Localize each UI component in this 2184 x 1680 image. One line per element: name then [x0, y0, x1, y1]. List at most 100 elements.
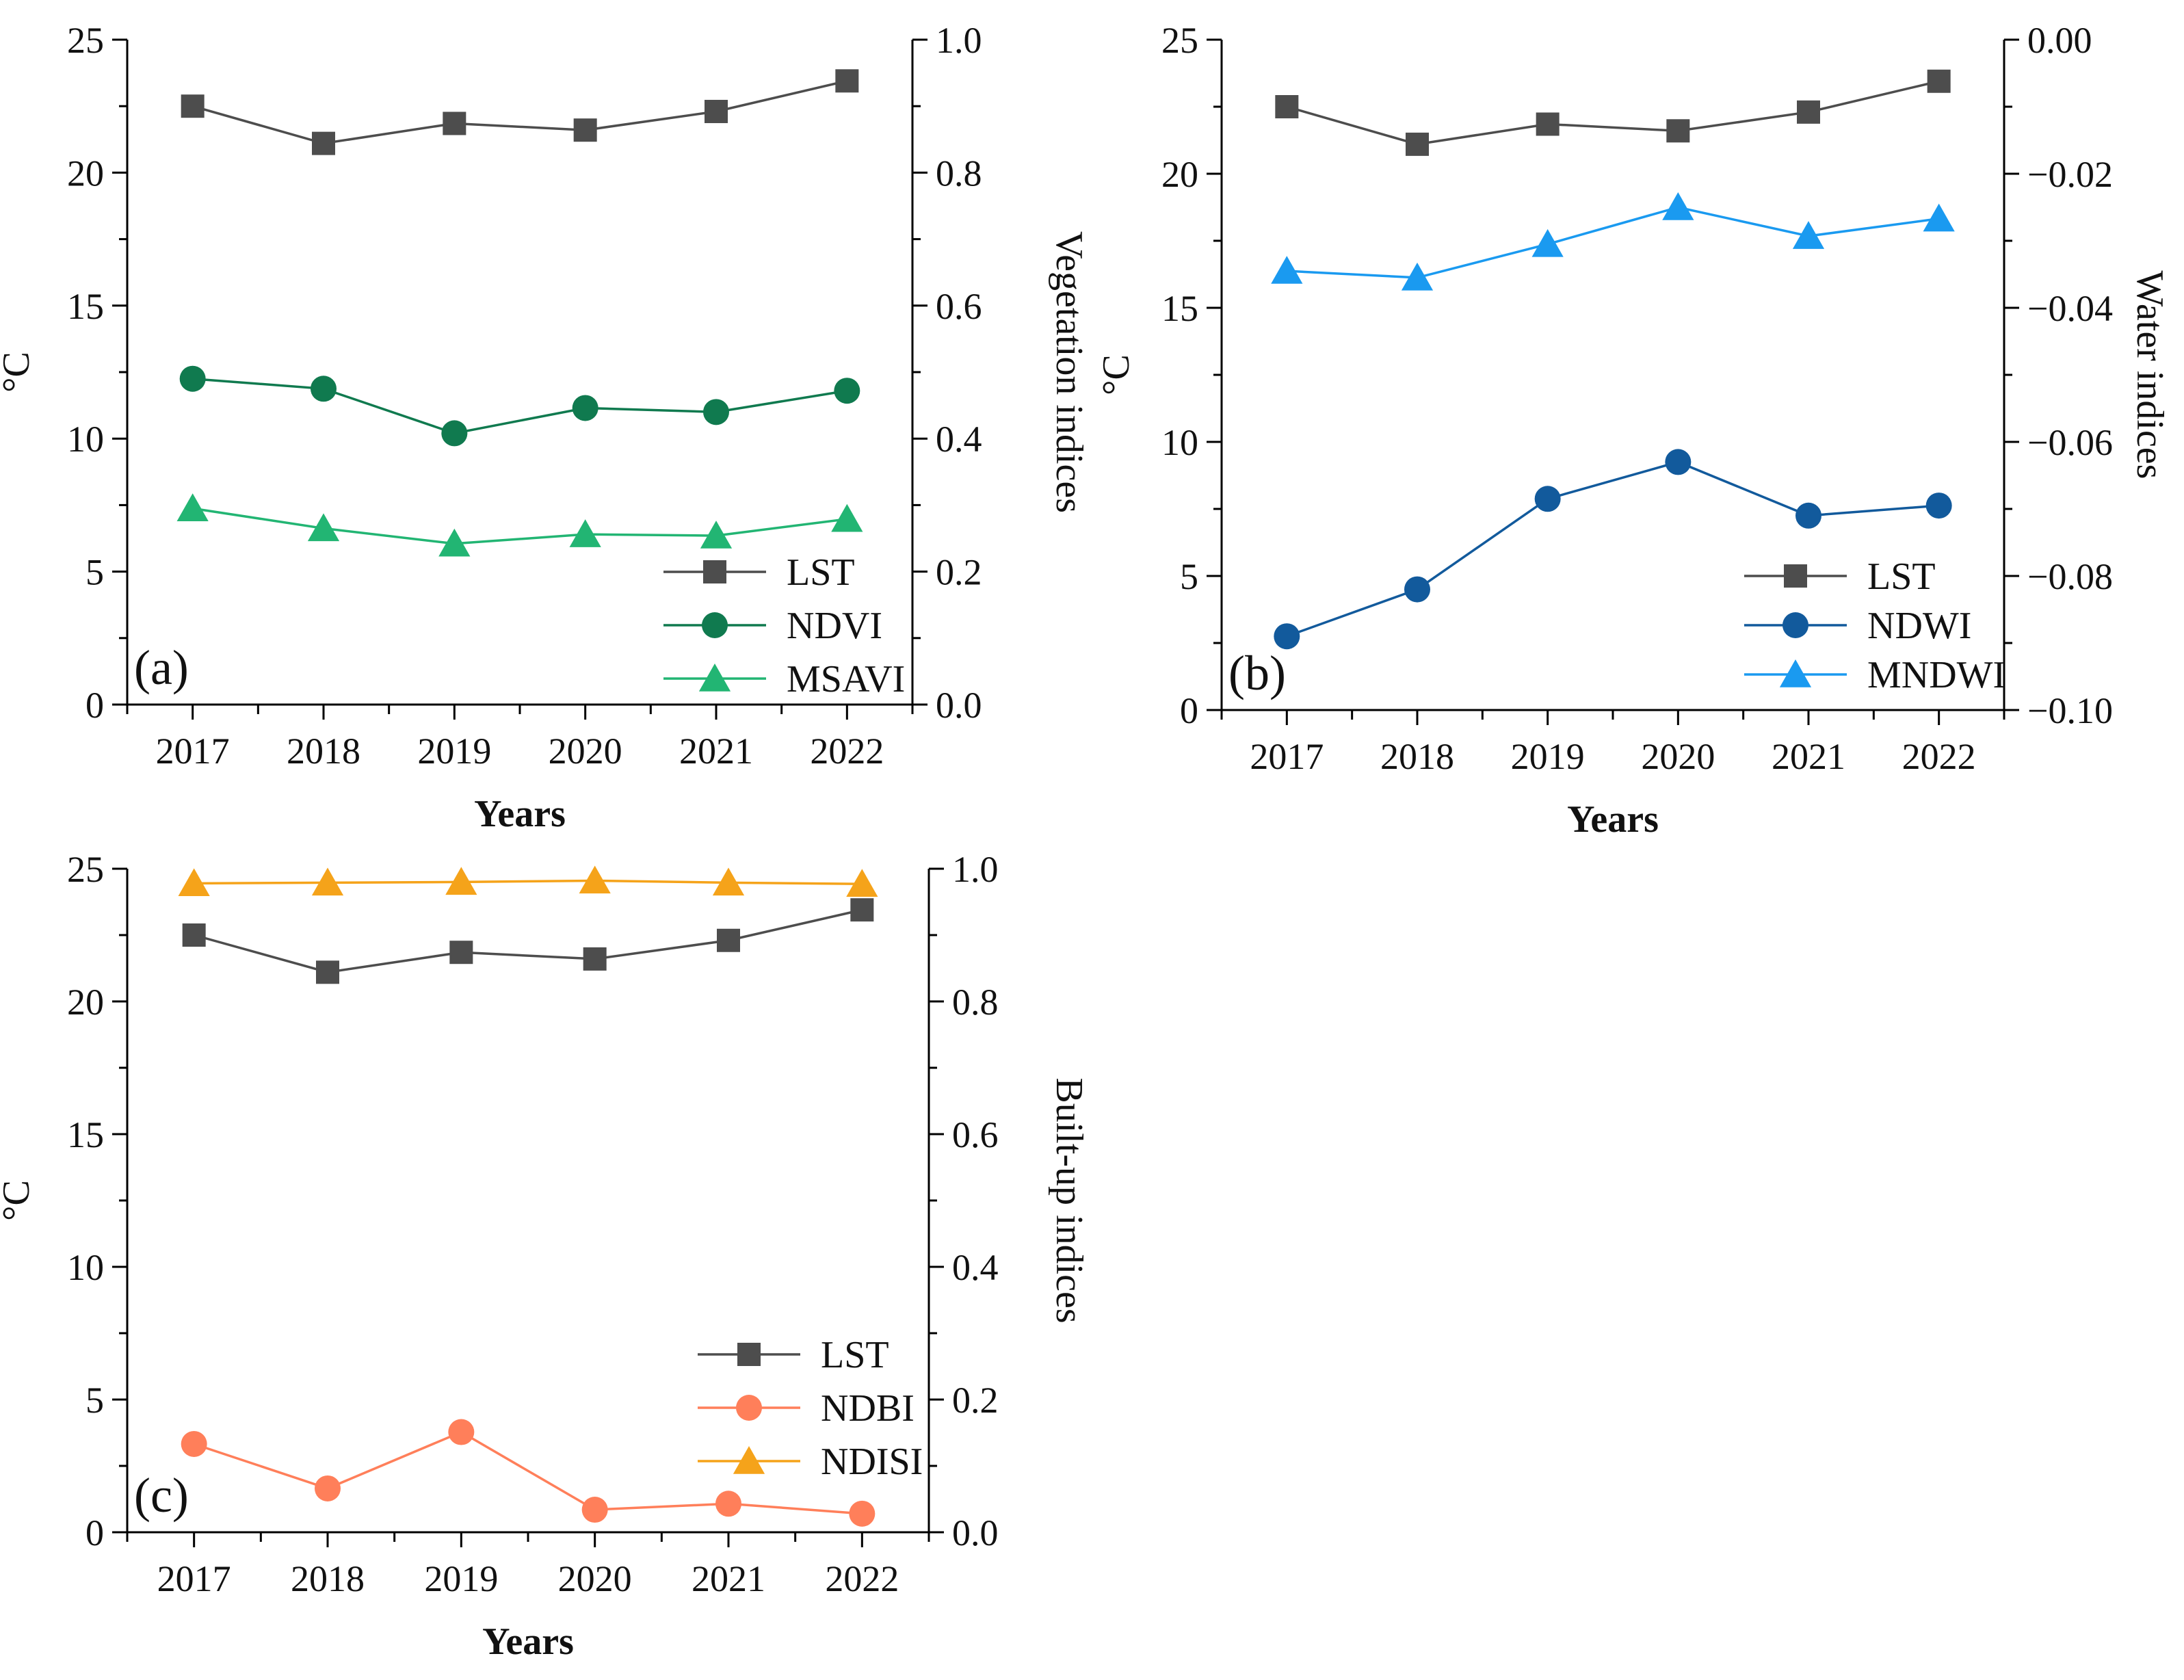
data-point-lst — [312, 131, 335, 155]
data-point-mndwi — [1923, 203, 1955, 232]
left-tick-label: 15 — [67, 286, 104, 327]
x-tick-label: 2021 — [679, 731, 753, 772]
data-point-lst — [573, 118, 597, 142]
legend-label-lst: LST — [821, 1334, 889, 1376]
data-point-ndbi — [448, 1419, 475, 1445]
left-tick-label: 10 — [1161, 422, 1198, 463]
panel-c: 0 5 10 15 20 25 0.0 0.2 0.4 0.6 0.8 1.0 2017 2018 2019… — [0, 849, 1090, 1663]
series-line-mndwi — [1287, 206, 1939, 279]
right-tick-label: 0.0 — [936, 685, 982, 726]
data-point-ndbi — [849, 1500, 876, 1527]
series-line-ndvi — [192, 377, 847, 435]
x-axis-title: Years — [1567, 798, 1659, 841]
right-tick-label: −0.02 — [2027, 154, 2113, 195]
right-tick-label: −0.10 — [2027, 690, 2113, 731]
right-tick-label: 0.2 — [952, 1380, 999, 1421]
series-ndwi — [1274, 449, 1952, 650]
data-point-lst — [583, 947, 607, 971]
legend-marker-ndvi — [702, 612, 728, 638]
left-tick-label: 0 — [85, 685, 104, 726]
legend-label-ndwi: NDWI — [1867, 605, 1971, 647]
data-point-lst — [1275, 95, 1299, 118]
data-point-mndwi — [1401, 262, 1434, 291]
data-point-lst — [316, 960, 339, 984]
legend-marker-ndisi — [733, 1446, 765, 1474]
right-tick-label: 0.0 — [952, 1512, 999, 1553]
x-tick-label: 2017 — [156, 731, 230, 772]
x-tick-label: 2022 — [810, 731, 884, 772]
data-point-ndbi — [315, 1475, 341, 1501]
data-point-msavi — [438, 528, 471, 557]
legend-label-mndwi: MNDWI — [1867, 654, 2005, 696]
left-tick-label: 5 — [85, 552, 104, 593]
legend-label-ndvi: NDVI — [787, 605, 882, 647]
legend-label-ndisi: NDISI — [821, 1441, 923, 1483]
panel-a: 0 5 10 15 20 25 0.0 0.2 0.4 0.6 0.8 1.0 2017 2018 2019… — [0, 20, 1090, 835]
data-point-lst — [181, 94, 205, 118]
legend: LST NDWI MNDWI — [1744, 555, 2005, 696]
right-tick-label: 0.2 — [936, 552, 982, 593]
left-tick-label: 20 — [1161, 154, 1198, 195]
data-point-ndvi — [572, 395, 598, 421]
right-tick-label: 0.8 — [936, 153, 982, 194]
data-point-lst — [182, 923, 206, 947]
legend-label-ndbi: NDBI — [821, 1387, 915, 1430]
left-tick-label: 0 — [85, 1512, 104, 1553]
series-line-ndisi — [194, 879, 863, 886]
left-tick-label: 25 — [67, 20, 104, 61]
data-point-ndisi — [311, 867, 344, 896]
right-tick-label: 0.8 — [952, 982, 999, 1023]
right-axis-title: Water indices — [2129, 271, 2171, 480]
series-line-lst — [192, 79, 847, 145]
series-line-msavi — [192, 507, 847, 545]
series-line-lst — [1286, 80, 1940, 146]
data-point-ndwi — [1795, 502, 1821, 529]
panel-label: (c) — [134, 1468, 189, 1523]
legend-marker-lst — [1784, 564, 1807, 588]
data-point-ndisi — [712, 867, 745, 896]
data-point-ndbi — [181, 1430, 207, 1457]
data-point-mndwi — [1662, 192, 1694, 220]
series-line-ndbi — [194, 1430, 863, 1515]
data-point-lst — [835, 69, 859, 93]
x-tick-label: 2020 — [558, 1558, 632, 1599]
panel-label: (a) — [134, 640, 189, 695]
left-tick-label: 0 — [1180, 690, 1198, 731]
data-point-ndvi — [179, 365, 206, 392]
right-tick-label: −0.04 — [2027, 288, 2113, 329]
legend-marker-ndwi — [1782, 612, 1808, 638]
data-point-ndwi — [1925, 493, 1952, 519]
x-tick-label: 2022 — [825, 1558, 899, 1599]
data-point-lst — [1666, 119, 1690, 143]
x-tick-label: 2019 — [417, 731, 491, 772]
series-mndwi — [1271, 192, 1955, 291]
legend: LST NDVI MSAVI — [663, 551, 905, 700]
data-point-ndwi — [1274, 623, 1300, 650]
x-tick-label: 2020 — [1641, 736, 1715, 777]
x-tick-label: 2022 — [1902, 736, 1976, 777]
right-tick-label: 0.4 — [936, 419, 982, 460]
x-tick-label: 2019 — [1511, 736, 1585, 777]
right-tick-label: 1.0 — [952, 849, 999, 890]
data-point-lst — [717, 928, 740, 952]
data-point-ndvi — [703, 399, 729, 425]
x-tick-label: 2019 — [424, 1558, 498, 1599]
legend-marker-msavi — [698, 664, 731, 692]
data-point-lst — [449, 941, 473, 964]
series-ndbi — [181, 1419, 876, 1527]
left-axis-title: °C — [0, 1180, 38, 1221]
data-point-ndisi — [846, 869, 878, 897]
x-tick-label: 2017 — [1250, 736, 1324, 777]
right-axis-title: Vegetation indices — [1048, 231, 1090, 513]
x-tick-label: 2018 — [287, 731, 360, 772]
right-tick-label: −0.08 — [2027, 556, 2113, 597]
data-point-msavi — [307, 513, 340, 542]
left-axis-title: °C — [1095, 354, 1137, 395]
series-ndvi — [179, 365, 860, 447]
left-axis-title: °C — [0, 352, 38, 393]
series-msavi — [176, 493, 863, 557]
data-point-ndvi — [311, 376, 337, 402]
right-tick-label: 0.4 — [952, 1247, 999, 1288]
left-tick-label: 15 — [67, 1114, 104, 1155]
